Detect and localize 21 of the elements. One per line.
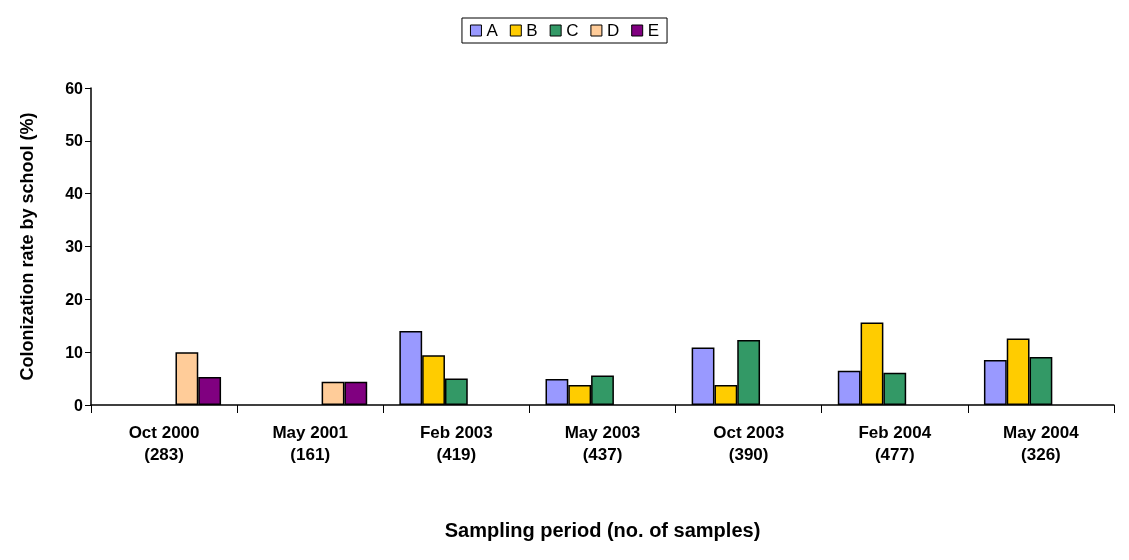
y-tick-label: 30 xyxy=(65,238,84,255)
y-tick-label: 0 xyxy=(74,396,84,414)
x-tick-label: Oct 2000 (283) xyxy=(128,422,200,464)
x-tick-label: May 2003 (437) xyxy=(564,422,641,464)
legend-label: C xyxy=(566,21,579,40)
x-axis-title: Sampling period (no. of samples) xyxy=(444,519,761,541)
y-tick-label: 50 xyxy=(65,132,84,150)
y-tick-label: 60 xyxy=(65,79,84,97)
x-tick-label: Feb 2003 (419) xyxy=(419,422,493,464)
y-tick-label: 40 xyxy=(65,185,84,203)
legend-label: B xyxy=(526,21,538,40)
y-tick-label: 20 xyxy=(65,290,84,308)
legend-label: E xyxy=(647,21,660,40)
x-tick-label: May 2001 (161) xyxy=(272,422,349,464)
y-axis-title: Colonization rate by school (%) xyxy=(17,112,37,381)
legend-label: D xyxy=(606,21,620,40)
x-tick-label: Feb 2004 (477) xyxy=(858,422,932,464)
x-tick-label: Oct 2003 (390) xyxy=(713,422,785,464)
legend-label: A xyxy=(486,21,499,40)
y-tick-label: 10 xyxy=(65,343,84,361)
x-tick-label: May 2004 (326) xyxy=(1003,422,1080,464)
